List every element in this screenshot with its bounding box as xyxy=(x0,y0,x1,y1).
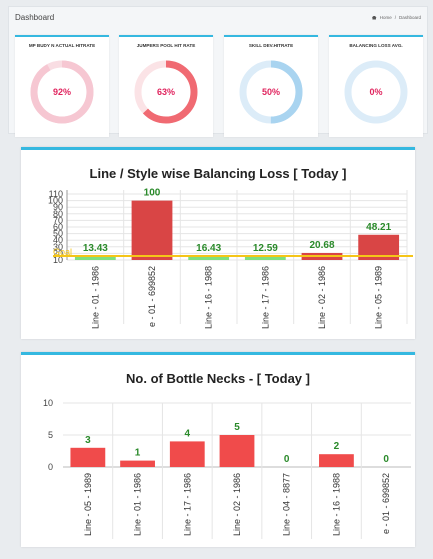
y-tick-label: 40 xyxy=(53,235,63,245)
breadcrumb-current: Dashboard xyxy=(398,15,421,20)
x-tick-label: Line - 01 - 1986 xyxy=(90,266,100,329)
y-tick-label: 80 xyxy=(53,209,63,219)
bar[interactable] xyxy=(70,447,106,467)
breadcrumb-home[interactable]: Home xyxy=(379,15,392,20)
x-tick-label: Line - 16 - 1988 xyxy=(204,266,214,329)
page-title: Dashboard xyxy=(15,13,55,22)
x-tick-label: Line - 05 - 1989 xyxy=(83,473,93,536)
kpi-value: 92% xyxy=(52,87,71,97)
y-tick-label: 110 xyxy=(49,189,63,199)
kpi-value: 0% xyxy=(369,87,383,97)
data-label: 12.59 xyxy=(253,243,278,254)
bar[interactable] xyxy=(169,441,205,467)
y-tick-label: 0 xyxy=(48,462,53,472)
y-tick-label: 90 xyxy=(53,202,63,212)
donut-arc xyxy=(30,60,94,124)
kpi-donut xyxy=(30,60,94,124)
data-label: 16.43 xyxy=(196,243,221,254)
bar[interactable] xyxy=(120,460,155,467)
bar[interactable] xyxy=(319,454,354,467)
y-tick-label: 10 xyxy=(43,398,53,408)
kpi-donut xyxy=(134,60,198,124)
bottle-necks-chart: 0 5 10 3 Line - 05 - 1989 1 Line - 01 - 1986 4 L… xyxy=(43,398,411,539)
donut-arc xyxy=(134,60,198,124)
kpi-tile-mp-budy: MP BUDY N ACTUAL HITRATE 92% xyxy=(15,35,109,137)
y-tick-label: 30 xyxy=(53,242,63,252)
x-tick-label: Line - 17 - 1986 xyxy=(182,473,192,536)
data-label: 5 xyxy=(234,422,240,433)
bar[interactable] xyxy=(131,200,173,260)
donut-arc xyxy=(239,60,303,124)
balancing-loss-panel: Line / Style wise Balancing Loss [ Today… xyxy=(21,147,415,339)
kpi-title: SKILL DEV.HITRATE xyxy=(248,43,294,48)
bar[interactable] xyxy=(188,255,230,260)
bar[interactable] xyxy=(74,256,116,260)
bar[interactable] xyxy=(244,256,286,260)
y-tick-label: 20 xyxy=(53,248,63,258)
data-label: 100 xyxy=(144,188,161,199)
data-label: 13.43 xyxy=(83,243,108,254)
data-label: 0 xyxy=(383,454,389,465)
y-tick-label: 5 xyxy=(48,430,53,440)
x-tick-label: Line - 01 - 1986 xyxy=(133,473,143,536)
data-label: 20.68 xyxy=(309,240,334,251)
kpi-value: 63% xyxy=(156,87,175,97)
y-tick-label: 60 xyxy=(53,222,63,232)
kpi-tile-balancing-loss: BALANCING LOSS AVG. 0% xyxy=(329,35,423,137)
y-tick-label: 70 xyxy=(53,215,63,225)
data-label: 3 xyxy=(85,435,91,446)
breadcrumb: Home / Dashboard xyxy=(371,15,421,20)
donut-track xyxy=(344,60,408,124)
kpi-title: MP BUDY N ACTUAL HITRATE xyxy=(28,43,96,48)
chart-title: Line / Style wise Balancing Loss [ Today… xyxy=(89,166,347,181)
x-tick-label: Line - 04 - 8877 xyxy=(282,473,292,536)
y-tick-label: 50 xyxy=(53,229,63,239)
x-tick-label: Line - 02 - 1986 xyxy=(232,473,242,536)
bar[interactable] xyxy=(219,435,255,467)
bottle-necks-panel: No. of Bottle Necks - [ Today ] 0 5 10 3 Lin… xyxy=(21,352,415,547)
x-tick-label: e - 01 - 699852 xyxy=(381,473,391,534)
chart-title: No. of Bottle Necks - [ Today ] xyxy=(126,371,310,386)
home-icon[interactable] xyxy=(371,15,377,20)
x-tick-label: Line - 16 - 1988 xyxy=(331,473,341,536)
goal-label: Goal xyxy=(53,247,72,257)
y-tick-label: 100 xyxy=(48,196,63,206)
kpi-donut xyxy=(239,60,303,124)
kpi-tile-jumpers-pool: JUMPERS POOL HIT RATE 63% xyxy=(119,35,213,137)
x-tick-label: Line - 05 - 1989 xyxy=(374,266,384,329)
y-tick-label: 10 xyxy=(53,255,63,265)
x-tick-label: Line - 02 - 1986 xyxy=(317,266,327,329)
data-label: 48.21 xyxy=(366,222,391,233)
data-label: 1 xyxy=(135,448,141,459)
x-tick-label: e - 01 - 699852 xyxy=(147,266,157,327)
kpi-tile-skill-dev: SKILL DEV.HITRATE 50% xyxy=(224,35,318,137)
kpi-donut xyxy=(344,60,408,124)
data-label: 4 xyxy=(185,428,191,439)
kpi-title: JUMPERS POOL HIT RATE xyxy=(136,43,196,48)
data-label: 0 xyxy=(284,454,290,465)
kpi-title: BALANCING LOSS AVG. xyxy=(349,43,403,48)
data-label: 2 xyxy=(334,441,340,452)
x-tick-label: Line - 17 - 1986 xyxy=(260,266,270,329)
kpi-value: 50% xyxy=(261,87,280,97)
dashboard-header: Dashboard Home / Dashboard MP BUDY N ACT… xyxy=(8,6,428,137)
